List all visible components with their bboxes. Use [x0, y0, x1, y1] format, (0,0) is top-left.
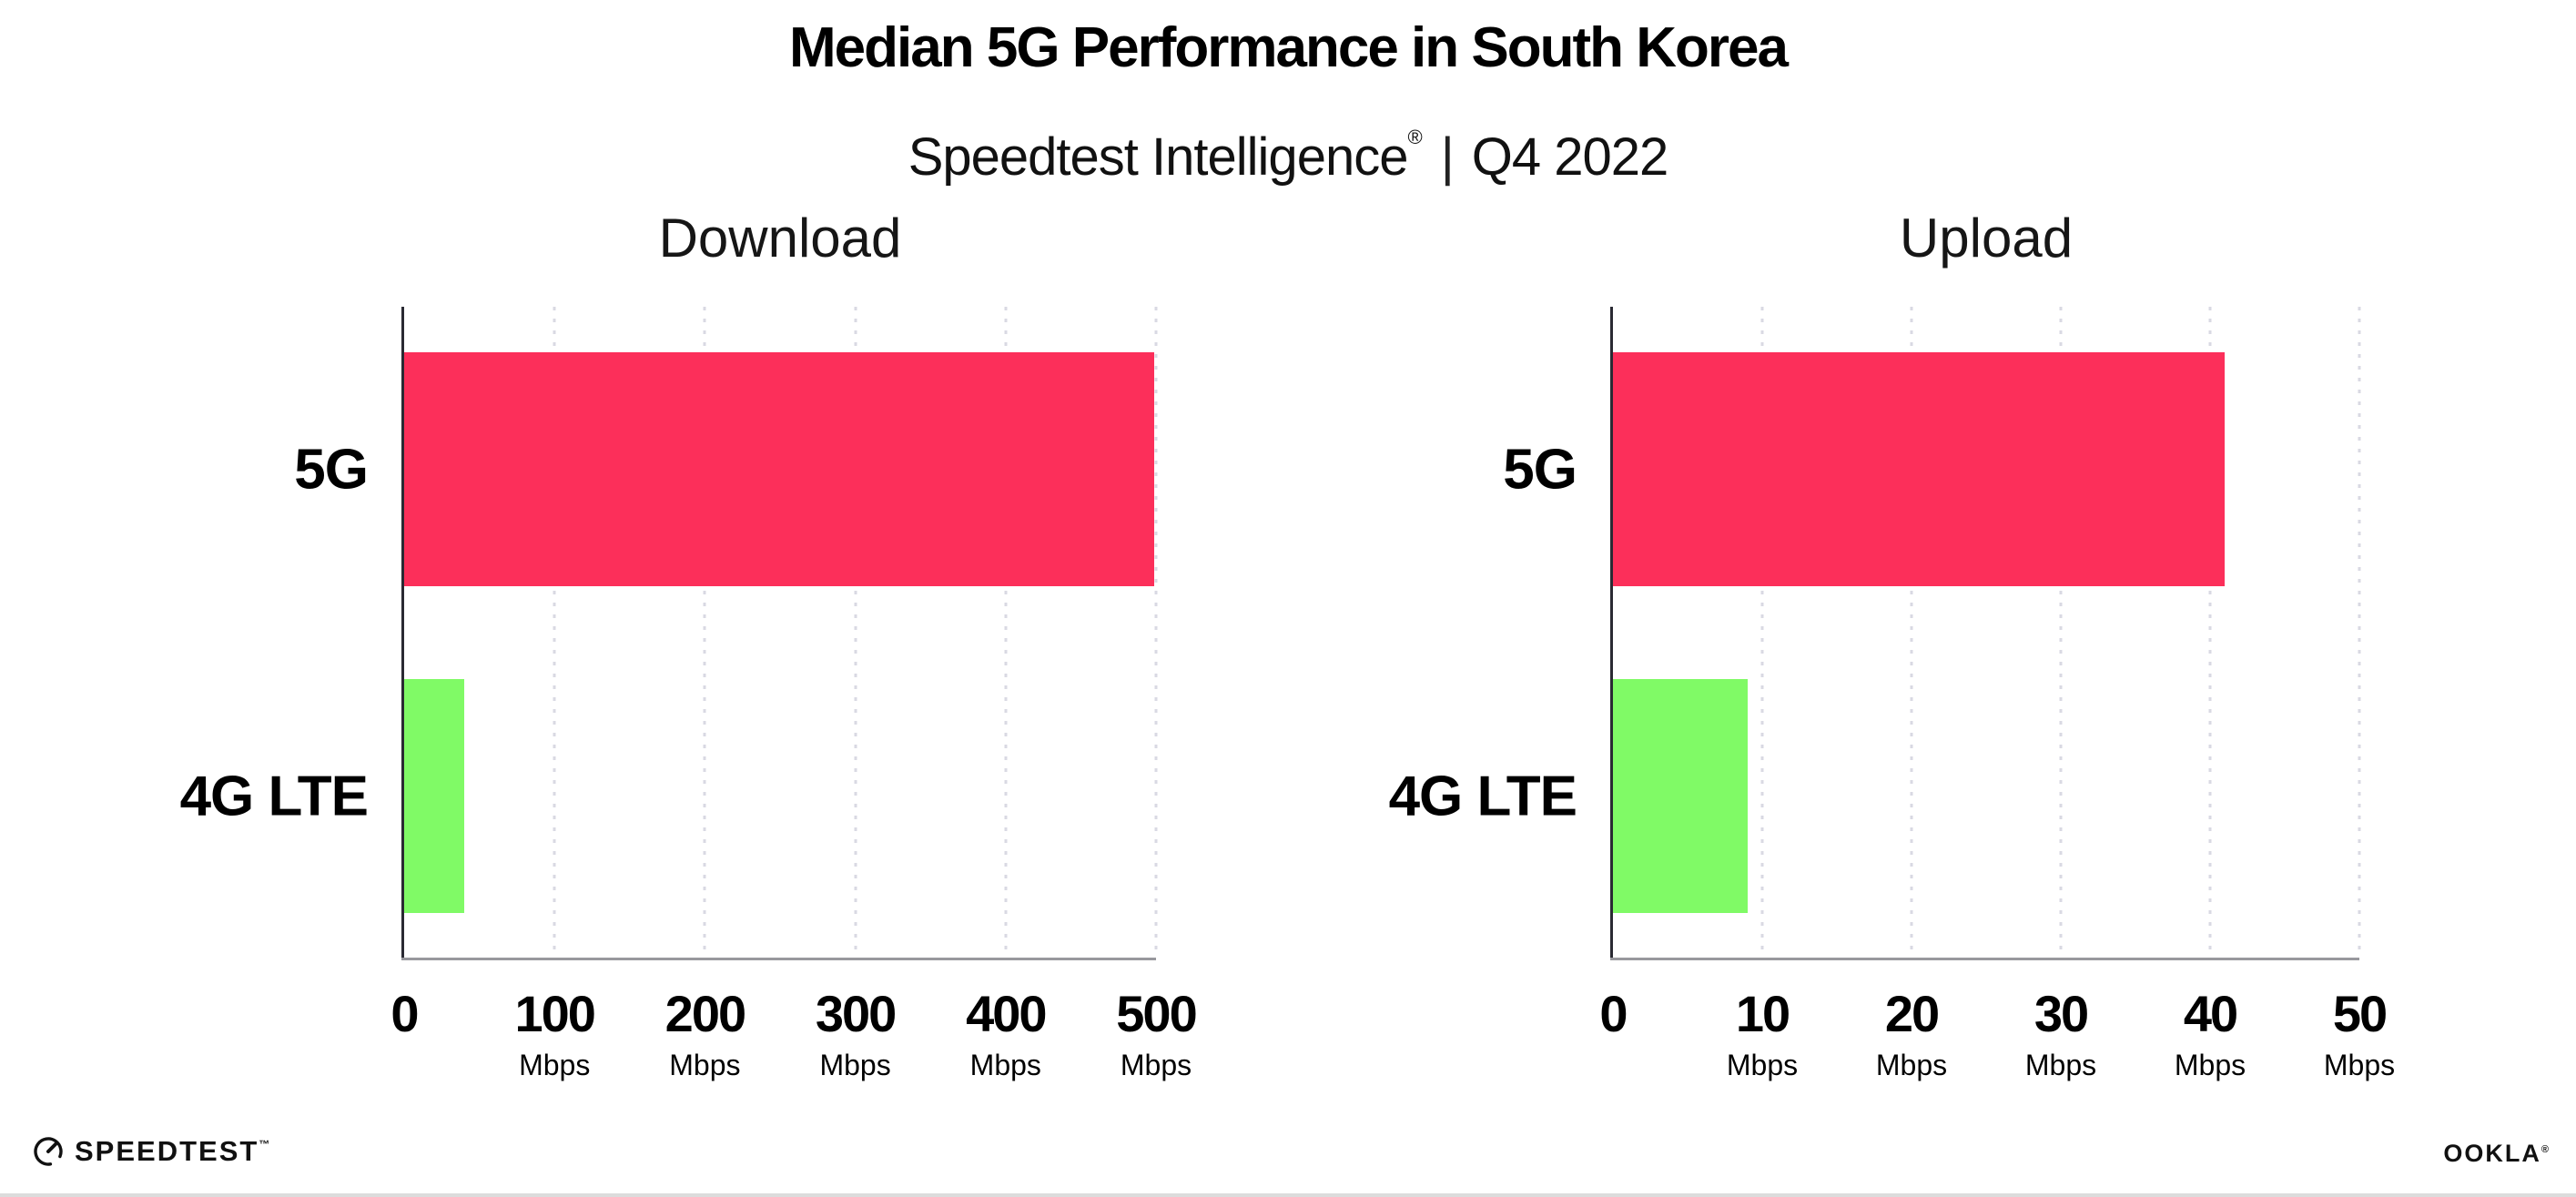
tick-value: 500 — [1116, 985, 1197, 1042]
4g-lte-download-bar — [404, 679, 465, 913]
tick-value: 40 — [2183, 985, 2238, 1042]
tick-unit: Mbps — [969, 1049, 1041, 1081]
registered-mark: ® — [1407, 126, 1423, 148]
subtitle-brand: Speedtest Intelligence — [908, 127, 1409, 187]
ookla-logo: OOKLA® — [2443, 1140, 2549, 1168]
tick-unit: Mbps — [1875, 1049, 1948, 1081]
upload-y-axis — [1610, 307, 1613, 958]
4g-lte-category-label: 4G LTE — [179, 765, 369, 828]
upload-gridline-50 — [2358, 307, 2361, 958]
tick-unit: Mbps — [2323, 1049, 2396, 1081]
download-tick-300: 300 Mbps — [815, 985, 897, 1081]
5g-category-label: 5G — [294, 438, 369, 502]
tick-value: 20 — [1884, 985, 1940, 1042]
tick-unit: Mbps — [519, 1049, 591, 1081]
tick-value: 0 — [390, 985, 419, 1042]
tick-value: 0 — [1599, 985, 1628, 1042]
tick-value: 300 — [815, 985, 897, 1042]
tick-unit: Mbps — [1726, 1049, 1799, 1081]
tick-unit: Mbps — [669, 1049, 741, 1081]
download-chart-heading: Download — [658, 208, 902, 269]
subtitle-separator: | — [1440, 127, 1455, 187]
upload-tick-10: 10 Mbps — [1726, 985, 1799, 1081]
upload-gridline-10 — [1760, 307, 1764, 958]
trademark-mark: ™ — [259, 1138, 270, 1151]
download-gridline-300 — [854, 307, 857, 958]
speedtest-logo: SPEEDTEST™ — [31, 1134, 269, 1169]
download-tick-200: 200 Mbps — [664, 985, 746, 1081]
download-tick-500: 500 Mbps — [1116, 985, 1197, 1081]
upload-x-tick-labels: 0 10 Mbps 20 Mbps 30 Mbps 40 Mbps 50 Mbps — [1599, 985, 2395, 1097]
upload-plot-area: 5G 4G LTE — [1389, 307, 2361, 960]
upload-tick-30: 30 Mbps — [2024, 985, 2097, 1081]
4g-lte-upload-bar — [1613, 679, 1748, 913]
download-tick-100: 100 Mbps — [514, 985, 595, 1081]
chart-title: Median 5G Performance in South Korea — [789, 16, 1789, 79]
tick-value: 400 — [966, 985, 1047, 1042]
download-gridline-500 — [1154, 307, 1158, 958]
tick-unit: Mbps — [2024, 1049, 2097, 1081]
ookla-registered-mark: ® — [2541, 1144, 2549, 1155]
download-gridline-100 — [553, 307, 556, 958]
subtitle-period: Q4 2022 — [1471, 127, 1669, 187]
5g-upload-bar — [1613, 352, 2226, 586]
upload-tick-0: 0 — [1599, 985, 1628, 1042]
speedtest-gauge-icon — [34, 1137, 63, 1166]
download-y-axis — [401, 307, 404, 958]
upload-tick-20: 20 Mbps — [1875, 985, 1948, 1081]
ookla-wordmark: OOKLA — [2443, 1140, 2541, 1167]
download-tick-0: 0 — [390, 985, 419, 1042]
upload-gridline-40 — [2208, 307, 2212, 958]
speedtest-wordmark: SPEEDTEST™ — [75, 1135, 270, 1167]
upload-gridline-30 — [2059, 307, 2063, 958]
chart-subtitle: Speedtest Intelligence® | Q4 2022 — [0, 98, 2576, 197]
upload-chart-heading: Upload — [1899, 208, 2074, 269]
tick-unit: Mbps — [2174, 1049, 2246, 1081]
tick-unit: Mbps — [1120, 1049, 1192, 1081]
tick-value: 10 — [1735, 985, 1790, 1042]
download-gridline-400 — [1004, 307, 1008, 958]
4g-lte-category-label: 4G LTE — [1388, 765, 1577, 828]
download-plot-area: 5G 4G LTE — [180, 307, 1158, 960]
tick-value: 200 — [664, 985, 746, 1042]
tick-value: 100 — [514, 985, 595, 1042]
download-tick-400: 400 Mbps — [966, 985, 1047, 1081]
upload-chart-panel: Upload 5G 4G LTE 0 10 Mbps 20 Mbps 30 Mbps 40 Mbp… — [1389, 208, 2396, 1080]
download-chart-panel: Download 5G 4G LTE 0 100 Mbps 200 Mbps 300 Mbps… — [180, 208, 1198, 1080]
5g-category-label: 5G — [1503, 438, 1577, 502]
tick-value: 50 — [2332, 985, 2388, 1042]
download-gridline-200 — [703, 307, 706, 958]
bottom-divider — [0, 1193, 2576, 1197]
upload-gridline-20 — [1910, 307, 1913, 958]
5g-download-bar — [404, 352, 1155, 586]
upload-tick-40: 40 Mbps — [2174, 985, 2246, 1081]
upload-tick-50: 50 Mbps — [2323, 985, 2396, 1081]
tick-value: 30 — [2033, 985, 2089, 1042]
tick-unit: Mbps — [819, 1049, 891, 1081]
download-x-tick-labels: 0 100 Mbps 200 Mbps 300 Mbps 400 Mbps 500 Mbps — [390, 985, 1197, 1097]
download-x-axis — [401, 958, 1156, 960]
upload-x-axis — [1610, 958, 2359, 960]
